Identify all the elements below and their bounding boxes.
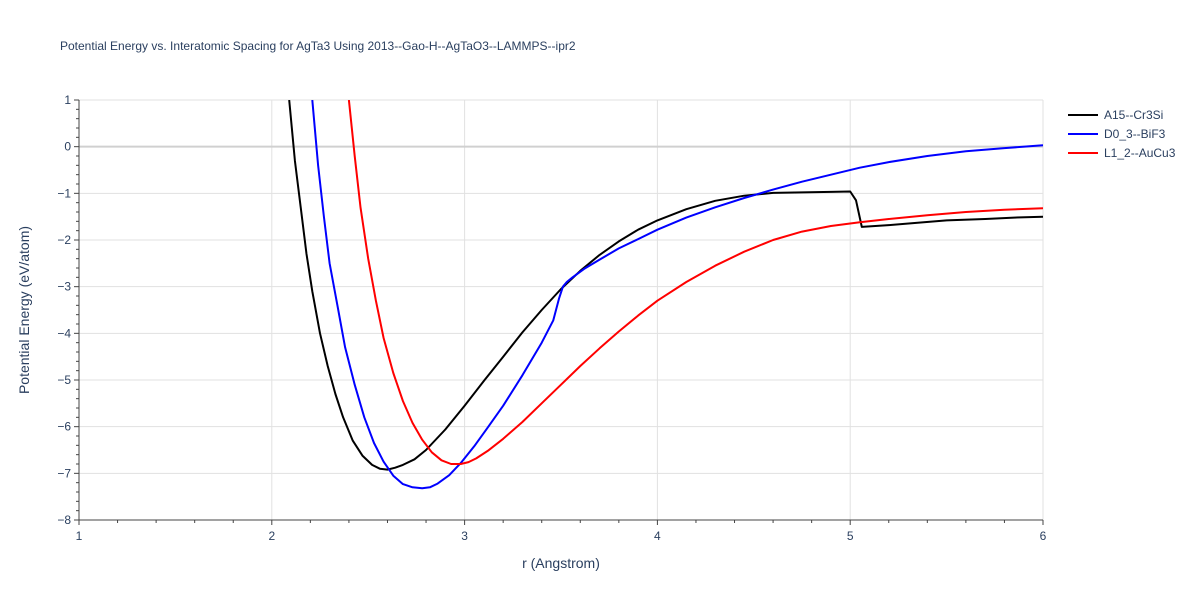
legend-label: L1_2--AuCu3 xyxy=(1104,146,1176,160)
series-layer xyxy=(288,100,1043,490)
x-tick-label: 5 xyxy=(847,529,854,543)
legend-item[interactable]: D0_3--BiF3 xyxy=(1068,127,1166,141)
legend-item[interactable]: A15--Cr3Si xyxy=(1068,108,1163,122)
series-line-2 xyxy=(311,100,1043,490)
x-axis-title: r (Angstrom) xyxy=(522,555,600,571)
y-axis-title: Potential Energy (eV/atom) xyxy=(16,226,32,394)
y-tick-label: −8 xyxy=(57,513,71,527)
series-line-1 xyxy=(288,100,1043,471)
x-tick-label: 2 xyxy=(268,529,275,543)
series-line-3 xyxy=(347,100,1043,465)
x-tick-label: 3 xyxy=(461,529,468,543)
legend-label: A15--Cr3Si xyxy=(1104,108,1163,122)
tick-label-layer: 1 2 3 4 5 6 1 0 −1 −2 −3 −4 −5 −6 −7 −8 xyxy=(57,93,1046,543)
x-tick-label: 4 xyxy=(654,529,661,543)
axes-layer xyxy=(74,99,1044,525)
y-tick-label: 0 xyxy=(64,140,71,154)
legend[interactable]: A15--Cr3Si D0_3--BiF3 L1_2--AuCu3 xyxy=(1068,108,1176,160)
y-tick-label: −1 xyxy=(57,186,71,200)
legend-item[interactable]: L1_2--AuCu3 xyxy=(1068,146,1176,160)
grid-layer xyxy=(79,99,1044,520)
y-tick-label: −3 xyxy=(57,280,71,294)
y-tick-label: −6 xyxy=(57,420,71,434)
y-tick-label: −4 xyxy=(57,326,71,340)
y-tick-label: −5 xyxy=(57,373,71,387)
y-tick-label: 1 xyxy=(64,93,71,107)
chart-title: Potential Energy vs. Interatomic Spacing… xyxy=(60,39,576,53)
x-tick-label: 6 xyxy=(1040,529,1047,543)
x-tick-label: 1 xyxy=(76,529,83,543)
legend-label: D0_3--BiF3 xyxy=(1104,127,1166,141)
y-tick-label: −2 xyxy=(57,233,71,247)
y-tick-label: −7 xyxy=(57,466,71,480)
